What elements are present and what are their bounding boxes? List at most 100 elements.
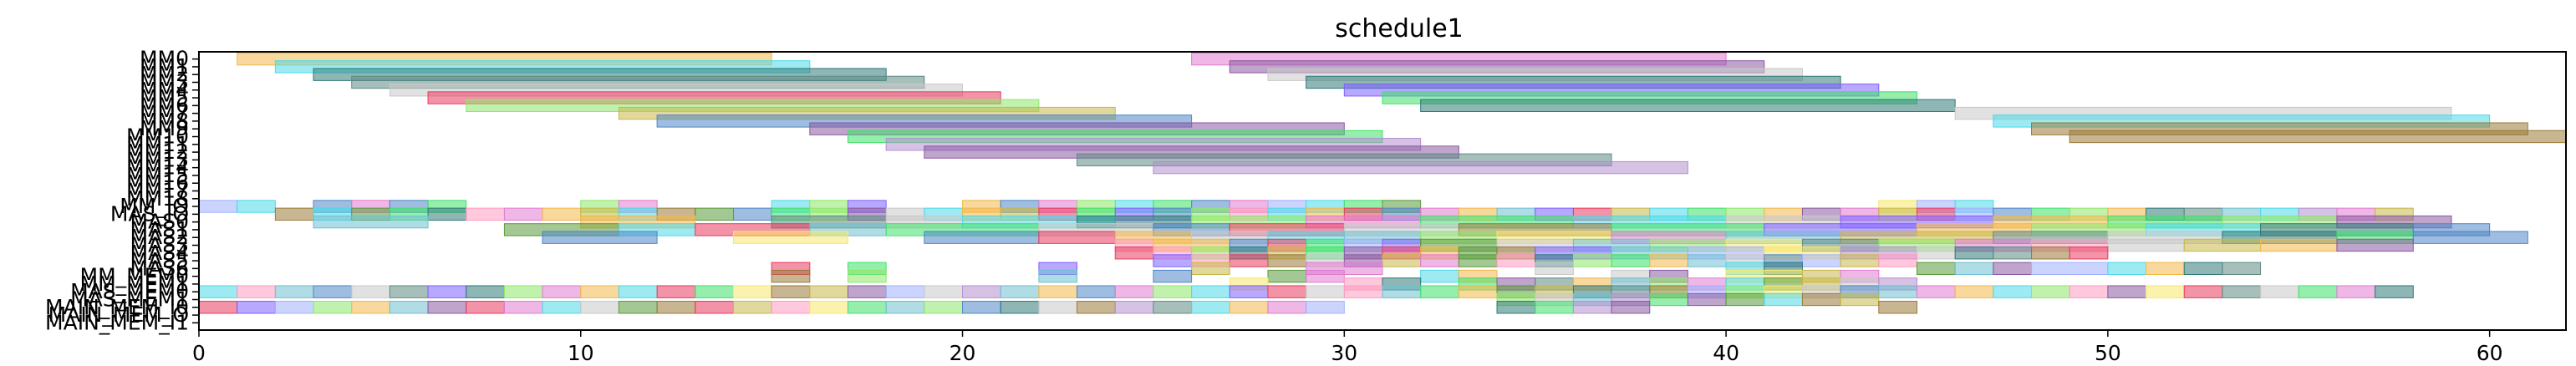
task-bar-MAS_MEM1-8 xyxy=(1802,293,1840,305)
task-bar-MAS5-11 xyxy=(1573,255,1611,267)
task-bar-MAS5-8 xyxy=(1459,255,1497,267)
task-bar-MAS_IO-0 xyxy=(275,208,313,220)
task-bar-MAS_MEM0-32 xyxy=(1421,286,1459,297)
task-bar-MAS_MEM0-25 xyxy=(1153,286,1192,297)
task-bar-MAS_MEM1-4 xyxy=(1650,293,1688,305)
task-bar-MM_MEM0-5 xyxy=(1306,270,1345,282)
task-bar-MAS5-18 xyxy=(1840,255,1879,267)
task-bar-MAIN_MEM_I0-21 xyxy=(1000,302,1039,313)
task-bar-MAS2-2 xyxy=(924,231,1039,243)
task-bar-MAS_MEM1-7 xyxy=(1764,293,1803,305)
task-bar-MAIN_MEM_I0-8 xyxy=(504,302,542,313)
task-bar-MAS_IO-12 xyxy=(733,208,771,220)
task-bar-MAS3-17 xyxy=(2184,239,2260,251)
task-bar-MAIN_MEM_I0-18 xyxy=(886,302,924,313)
task-bar-MAIN_MEM_I0-20 xyxy=(963,302,1001,313)
task-bar-MAIN_MEM_I0-2 xyxy=(275,302,313,313)
task-bar-MAIN_MEM_I0-11 xyxy=(619,302,657,313)
task-bar-MM_MEM0-3 xyxy=(1153,270,1192,282)
task-bar-MAS_MEM0-10 xyxy=(581,286,619,297)
task-bar-MAS_MEM0-33 xyxy=(1459,286,1497,297)
task-bar-MM10-1 xyxy=(2069,130,2566,142)
task-bar-MM_MEM0-4 xyxy=(1268,270,1306,282)
x-tick-label: 0 xyxy=(192,341,206,365)
bars-layer xyxy=(199,53,2566,313)
task-bar-MAS_MEM0-3 xyxy=(313,286,352,297)
task-bar-MAS_MEM0-8 xyxy=(504,286,542,297)
task-bar-MAIN_MEM_I0-15 xyxy=(771,302,810,313)
task-bar-MAS6-8 xyxy=(1917,262,1955,274)
task-bar-MAS_MEM0-30 xyxy=(1344,286,1382,297)
task-bar-MAIN_MEM_I0-17 xyxy=(848,302,887,313)
task-bar-MAIN_MEM_I0-25 xyxy=(1153,302,1192,313)
task-bar-MAS_MEM0-51 xyxy=(2146,286,2185,297)
task-bar-MAS_MEM0-47 xyxy=(1993,286,2032,297)
task-bar-MAS_MEM0-56 xyxy=(2337,286,2375,297)
y-tick-label: MAIN_MEM_I1 xyxy=(45,310,189,334)
task-bar-MAS_MEM0-57 xyxy=(2375,286,2414,297)
task-bar-MAIN_MEM_I0-5 xyxy=(389,302,428,313)
task-bar-MAS5-7 xyxy=(1421,255,1459,267)
task-bar-MAS_MEM0-7 xyxy=(466,286,505,297)
task-bar-MAIN_MEM_I0-32 xyxy=(1573,302,1611,313)
task-bar-MAS2-17 xyxy=(2413,231,2528,243)
task-bar-MAS_MEM0-53 xyxy=(2222,286,2261,297)
task-bar-MAIN_MEM_I0-30 xyxy=(1497,302,1535,313)
task-bar-MAS_MEM0-45 xyxy=(1917,286,1955,297)
y-axis: MM0MM1MM2MM3MM4MM5MM6MM7MM8MM9MM10MM11MM… xyxy=(45,47,199,335)
task-bar-MAIN_MEM_I0-4 xyxy=(352,302,390,313)
task-bar-MAS_MEM0-21 xyxy=(1000,286,1039,297)
task-bar-MAIN_MEM_I0-3 xyxy=(313,302,352,313)
task-bar-MAS6-3 xyxy=(1192,262,1230,274)
task-bar-MAIN_MEM_I0-26 xyxy=(1192,302,1230,313)
task-bar-MAS_IO-11 xyxy=(695,208,734,220)
task-bar-MM6-1 xyxy=(1421,99,1955,111)
task-bar-MAS5-6 xyxy=(1382,255,1421,267)
task-bar-MAIN_MEM_I0-33 xyxy=(1611,302,1650,313)
x-tick-label: 30 xyxy=(1331,341,1357,365)
task-bar-MAIN_MEM_I0-7 xyxy=(466,302,505,313)
task-bar-MAS_MEM0-13 xyxy=(695,286,734,297)
x-tick-label: 40 xyxy=(1713,341,1739,365)
task-bar-MM14-0 xyxy=(1153,161,1688,173)
task-bar-MAS2-1 xyxy=(733,231,848,243)
task-bar-MAS_MEM0-9 xyxy=(542,286,581,297)
task-bar-MAIN_MEM_I0-13 xyxy=(695,302,734,313)
task-bar-MAS_MEM0-11 xyxy=(619,286,657,297)
task-bar-MAS4-19 xyxy=(2032,247,2070,259)
task-bar-MAS_IO-4 xyxy=(428,208,466,220)
task-bar-MAS4-17 xyxy=(1955,247,1993,259)
task-bar-MAS_MEM0-28 xyxy=(1268,286,1306,297)
task-bar-MAS_MEM0-18 xyxy=(886,286,924,297)
task-bar-MAS_MEM0-15 xyxy=(771,286,810,297)
task-bar-MM_MEM0-6 xyxy=(1421,270,1459,282)
task-bar-MAS5-14 xyxy=(1688,255,1726,267)
task-bar-MAS5-13 xyxy=(1650,255,1688,267)
task-bar-MAS_MEM0-0 xyxy=(199,286,237,297)
task-bar-MAS5-9 xyxy=(1497,255,1535,267)
task-bar-MAS0-0 xyxy=(313,216,428,227)
x-tick-label: 20 xyxy=(949,341,976,365)
task-bar-MAIN_MEM_I0-10 xyxy=(581,302,619,313)
task-bar-MM_MEM0-0 xyxy=(771,270,810,282)
task-bar-MAS_MEM0-31 xyxy=(1382,286,1421,297)
task-bar-MAS4-0 xyxy=(1115,247,1153,259)
task-bar-MAIN_MEM_I0-22 xyxy=(1039,302,1077,313)
x-axis: 0 10 20 30 40 50 60 xyxy=(192,330,2503,365)
task-bar-MAS_IO-6 xyxy=(504,208,542,220)
task-bar-MAIN_MEM_I0-0 xyxy=(199,302,237,313)
task-bar-MAS_MEM1-5 xyxy=(1688,293,1726,305)
task-bar-MAS_IO-5 xyxy=(466,208,505,220)
x-tick-label: 50 xyxy=(2095,341,2121,365)
task-bar-MM_IO-0 xyxy=(199,201,237,212)
task-bar-MAS4-16 xyxy=(1917,247,1955,259)
task-bar-MAS2-0 xyxy=(542,231,657,243)
task-bar-MAIN_MEM_I0-31 xyxy=(1535,302,1574,313)
task-bar-MM_IO-1 xyxy=(237,201,276,212)
task-bar-MAS_MEM0-20 xyxy=(963,286,1001,297)
task-bar-MAIN_MEM_I0-24 xyxy=(1115,302,1153,313)
task-bar-MAS_MEM0-49 xyxy=(2069,286,2108,297)
task-bar-MAS_MEM0-46 xyxy=(1955,286,1993,297)
task-bar-MAS_IO-7 xyxy=(542,208,581,220)
